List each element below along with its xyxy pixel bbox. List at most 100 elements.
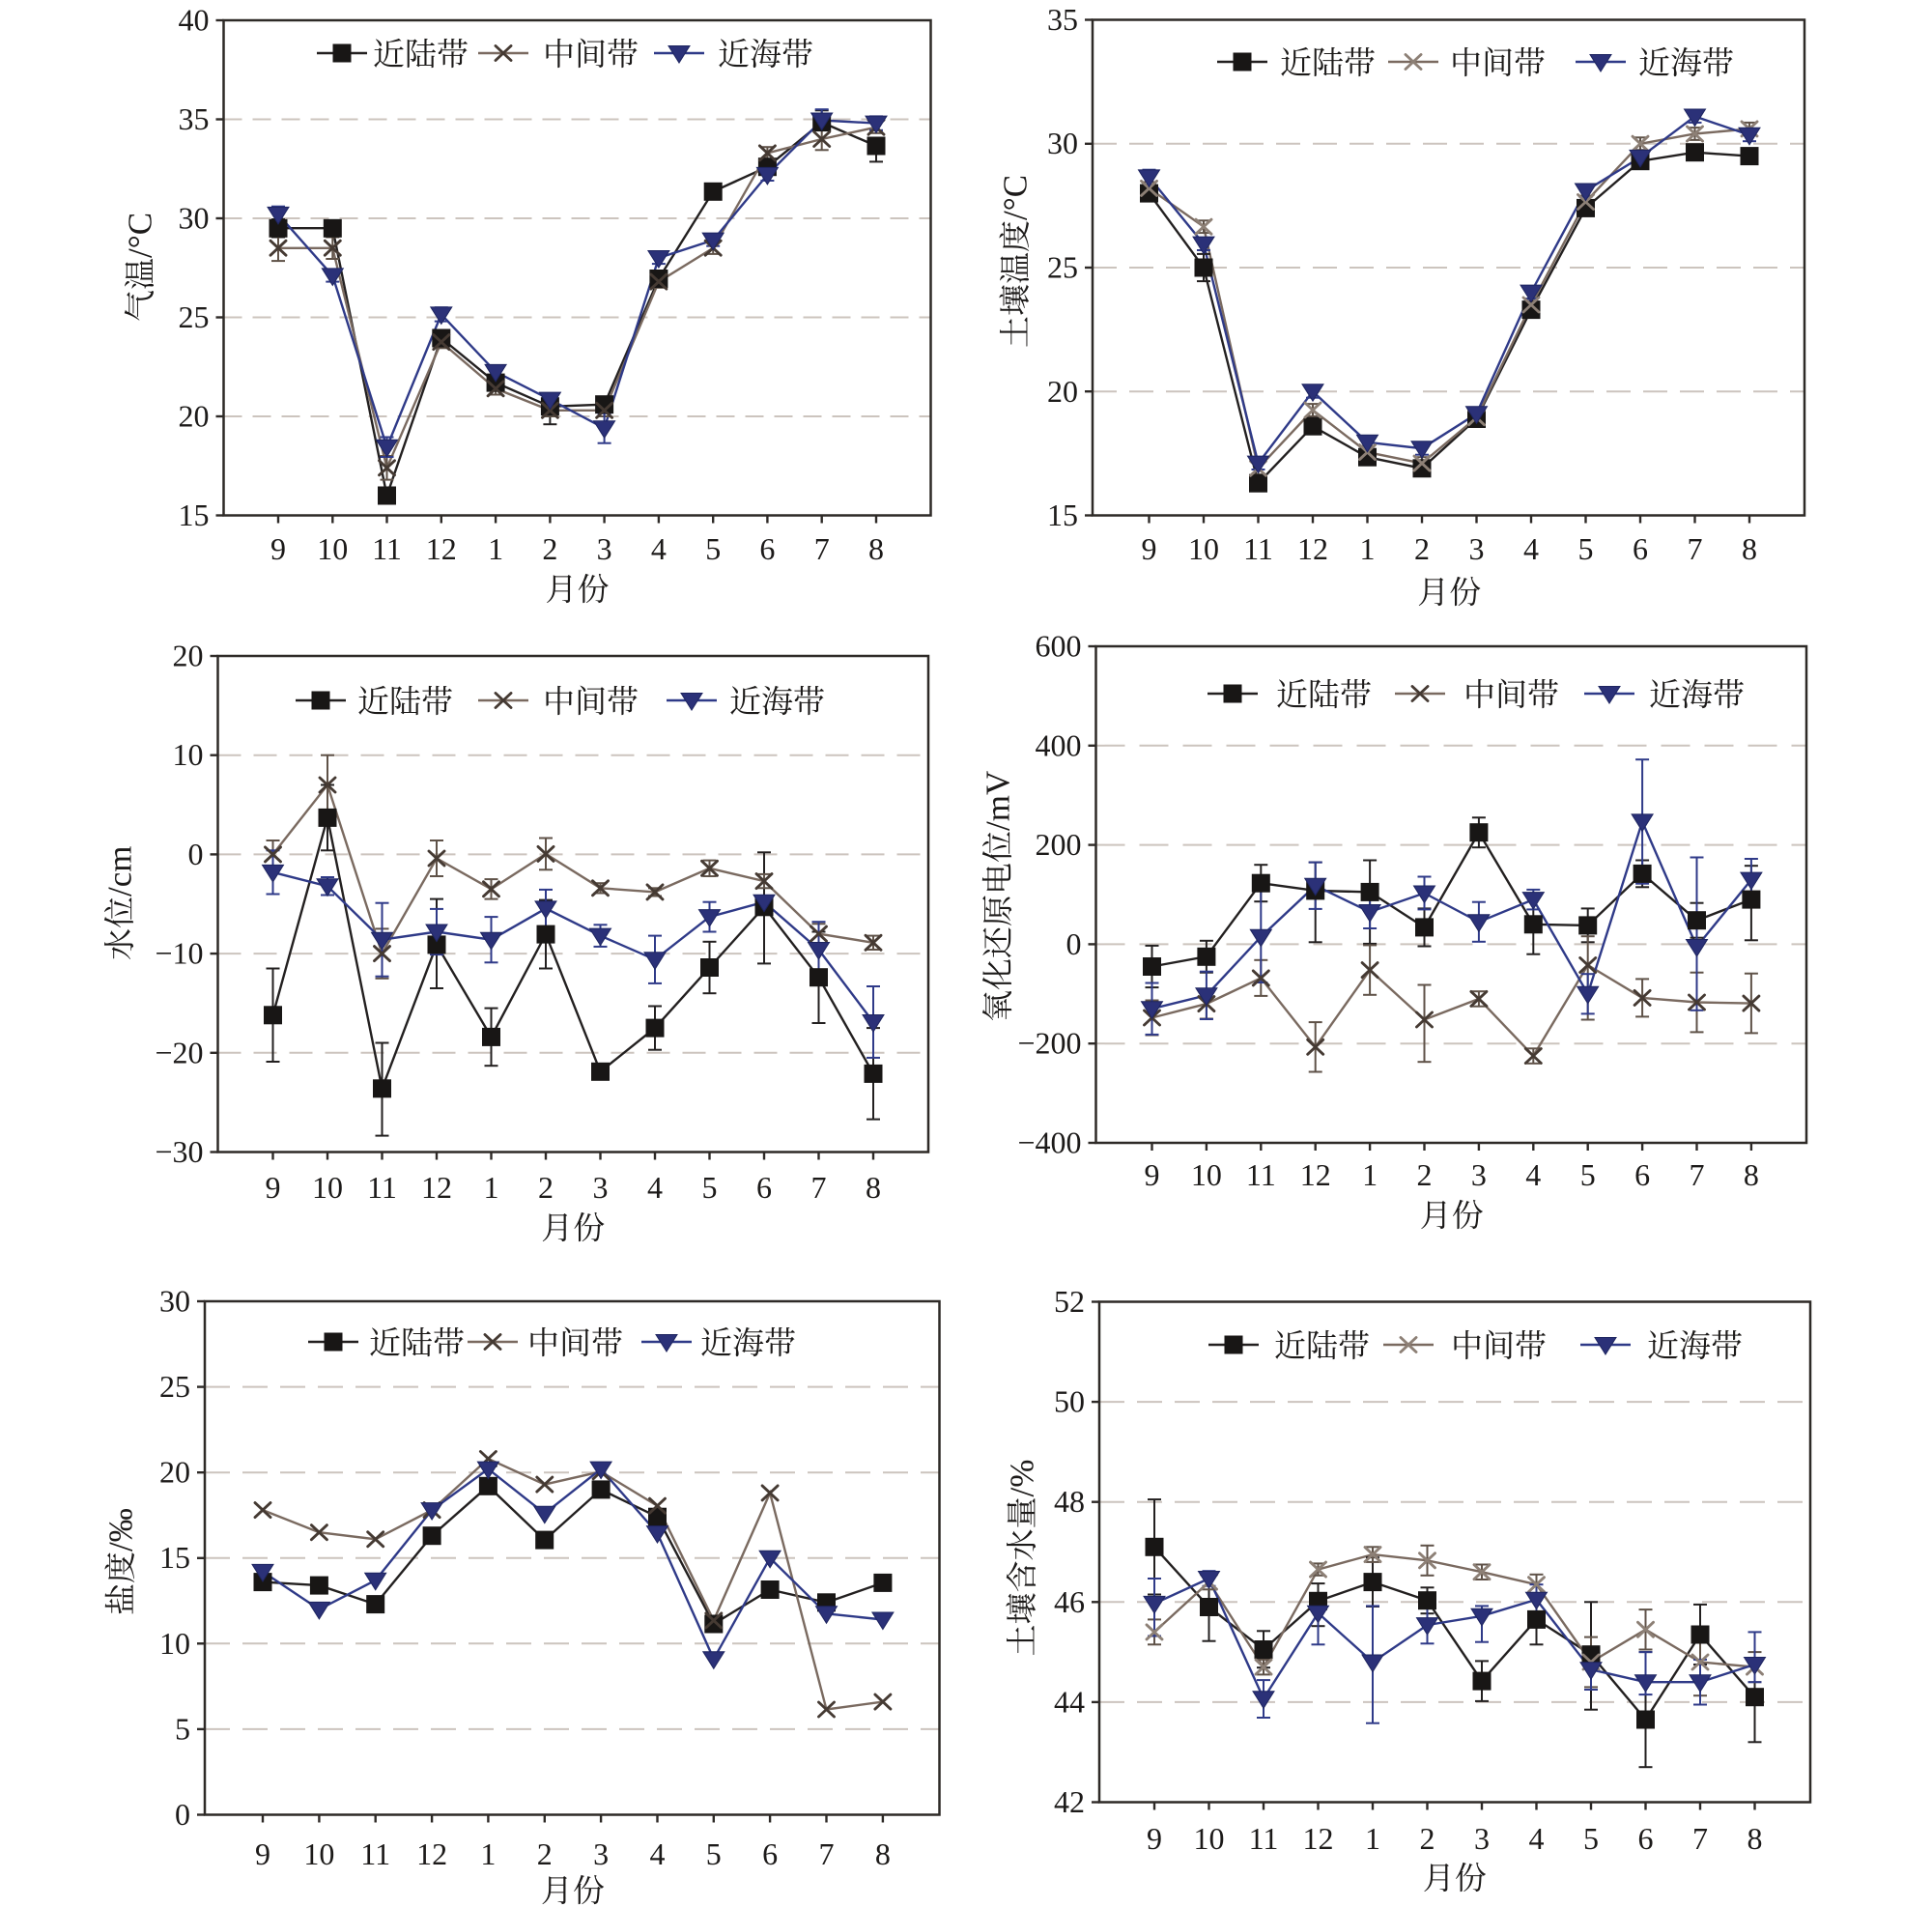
svg-text:6: 6 xyxy=(1634,1157,1650,1192)
svg-text:8: 8 xyxy=(1742,531,1757,566)
svg-text:2: 2 xyxy=(1414,531,1430,566)
svg-text:3: 3 xyxy=(593,1836,609,1871)
svg-text:42: 42 xyxy=(1054,1784,1085,1819)
svg-text:15: 15 xyxy=(1047,498,1078,532)
svg-text:1: 1 xyxy=(1360,531,1376,566)
svg-text:7: 7 xyxy=(819,1836,835,1871)
svg-text:30: 30 xyxy=(159,1284,190,1319)
svg-text:15: 15 xyxy=(179,498,210,532)
svg-text:2: 2 xyxy=(537,1836,553,1871)
svg-text:600: 600 xyxy=(1036,629,1082,664)
svg-text:1: 1 xyxy=(1365,1821,1380,1856)
svg-text:46: 46 xyxy=(1054,1584,1085,1619)
svg-text:8: 8 xyxy=(1744,1157,1759,1192)
svg-text:2: 2 xyxy=(1417,1157,1433,1192)
svg-text:0: 0 xyxy=(188,837,204,871)
svg-text:10: 10 xyxy=(1194,1821,1225,1856)
svg-text:/mV: /mV xyxy=(980,771,1017,831)
svg-text:10: 10 xyxy=(173,737,204,772)
svg-text:20: 20 xyxy=(159,1455,190,1490)
svg-text:12: 12 xyxy=(421,1170,452,1205)
svg-text:4: 4 xyxy=(1529,1821,1545,1856)
svg-text:2: 2 xyxy=(538,1170,554,1205)
svg-text:35: 35 xyxy=(179,101,210,136)
svg-text:9: 9 xyxy=(255,1836,270,1871)
svg-text:2: 2 xyxy=(1420,1821,1435,1856)
svg-text:9: 9 xyxy=(1142,531,1157,566)
svg-text:1: 1 xyxy=(488,531,503,566)
svg-text:7: 7 xyxy=(1688,531,1703,566)
svg-text:9: 9 xyxy=(1147,1821,1162,1856)
svg-text:/%: /% xyxy=(1004,1460,1041,1497)
svg-text:7: 7 xyxy=(811,1170,827,1205)
svg-text:6: 6 xyxy=(756,1170,772,1205)
svg-text:7: 7 xyxy=(814,531,830,566)
svg-text:6: 6 xyxy=(762,1836,778,1871)
svg-text:20: 20 xyxy=(179,399,210,434)
svg-text:4: 4 xyxy=(651,531,667,566)
svg-text:400: 400 xyxy=(1036,727,1082,762)
svg-text:50: 50 xyxy=(1054,1384,1085,1419)
svg-text:−20: −20 xyxy=(155,1035,203,1069)
svg-text:1: 1 xyxy=(1362,1157,1378,1192)
svg-text:200: 200 xyxy=(1036,827,1082,862)
svg-text:3: 3 xyxy=(597,531,612,566)
svg-text:10: 10 xyxy=(317,531,348,566)
svg-text:4: 4 xyxy=(650,1836,666,1871)
svg-text:12: 12 xyxy=(1297,531,1328,566)
svg-text:3: 3 xyxy=(1471,1157,1487,1192)
svg-text:−400: −400 xyxy=(1017,1125,1081,1160)
svg-text:30: 30 xyxy=(1047,126,1078,160)
svg-text:25: 25 xyxy=(1047,250,1078,285)
svg-text:44: 44 xyxy=(1054,1684,1085,1719)
svg-text:/‰: /‰ xyxy=(102,1508,140,1551)
svg-text:3: 3 xyxy=(593,1170,609,1205)
svg-text:10: 10 xyxy=(1188,531,1219,566)
svg-text:4: 4 xyxy=(647,1170,663,1205)
svg-text:40: 40 xyxy=(179,3,210,38)
svg-text:12: 12 xyxy=(426,531,457,566)
svg-text:10: 10 xyxy=(312,1170,343,1205)
svg-text:5: 5 xyxy=(1580,1157,1596,1192)
svg-text:4: 4 xyxy=(1523,531,1539,566)
svg-text:3: 3 xyxy=(1469,531,1485,566)
svg-text:6: 6 xyxy=(759,531,775,566)
svg-text:4: 4 xyxy=(1525,1157,1541,1192)
svg-text:15: 15 xyxy=(159,1540,190,1575)
svg-text:5: 5 xyxy=(175,1711,190,1746)
svg-text:−10: −10 xyxy=(155,936,203,971)
svg-text:35: 35 xyxy=(1047,2,1078,37)
svg-text:10: 10 xyxy=(159,1626,190,1661)
svg-text:5: 5 xyxy=(706,1836,722,1871)
svg-text:9: 9 xyxy=(270,531,286,566)
svg-text:6: 6 xyxy=(1633,531,1648,566)
svg-text:12: 12 xyxy=(416,1836,447,1871)
svg-text:8: 8 xyxy=(1747,1821,1763,1856)
svg-text:30: 30 xyxy=(179,201,210,236)
svg-text:7: 7 xyxy=(1690,1157,1705,1192)
svg-text:−200: −200 xyxy=(1017,1026,1081,1061)
svg-text:1: 1 xyxy=(480,1836,496,1871)
svg-text:8: 8 xyxy=(866,1170,881,1205)
svg-text:6: 6 xyxy=(1638,1821,1654,1856)
svg-text:25: 25 xyxy=(179,299,210,334)
svg-text:12: 12 xyxy=(1303,1821,1334,1856)
svg-text:3: 3 xyxy=(1474,1821,1490,1856)
svg-text:11: 11 xyxy=(367,1170,397,1205)
svg-text:5: 5 xyxy=(1583,1821,1599,1856)
svg-text:20: 20 xyxy=(173,639,204,673)
svg-text:52: 52 xyxy=(1054,1284,1085,1319)
svg-text:0: 0 xyxy=(1066,926,1082,961)
svg-text:9: 9 xyxy=(1145,1157,1160,1192)
svg-text:48: 48 xyxy=(1054,1484,1085,1519)
svg-text:1: 1 xyxy=(484,1170,499,1205)
svg-text:8: 8 xyxy=(875,1836,891,1871)
svg-text:8: 8 xyxy=(868,531,884,566)
svg-text:9: 9 xyxy=(266,1170,281,1205)
svg-text:11: 11 xyxy=(360,1836,390,1871)
svg-text:5: 5 xyxy=(702,1170,718,1205)
svg-text:−30: −30 xyxy=(155,1134,203,1169)
svg-text:10: 10 xyxy=(1191,1157,1222,1192)
svg-text:11: 11 xyxy=(1246,1157,1276,1192)
svg-text:/°C: /°C xyxy=(997,175,1035,220)
